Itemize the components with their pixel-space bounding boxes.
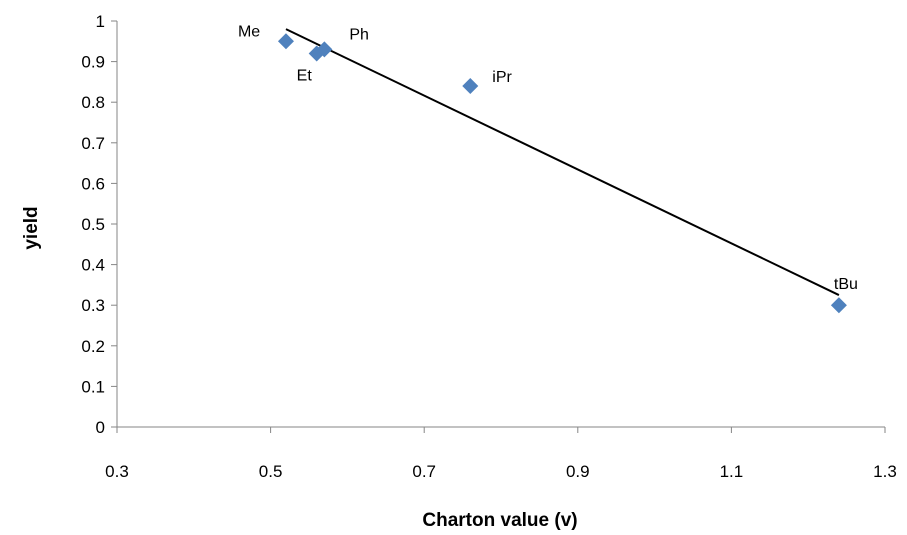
y-tick-label: 0.7: [81, 134, 105, 153]
data-point-tbu: [830, 297, 847, 314]
data-point-me: [277, 33, 294, 50]
x-axis-ticks: 0.3 0.5 0.7 0.9 1.1 1.3: [105, 427, 897, 481]
y-tick-label: 0.4: [81, 256, 105, 275]
x-tick-label: 0.3: [105, 462, 129, 481]
y-tick-label: 0.5: [81, 215, 105, 234]
y-tick-label: 0: [96, 418, 105, 437]
x-tick-label: 1.3: [873, 462, 897, 481]
x-axis-title: Charton value (v): [422, 510, 577, 531]
y-tick-label: 0.6: [81, 174, 105, 193]
y-tick-label: 0.8: [81, 93, 105, 112]
x-tick-label: 0.5: [259, 462, 283, 481]
x-tick-label: 0.7: [412, 462, 436, 481]
point-label-tbu: tBu: [834, 276, 858, 293]
data-point-ph: [316, 41, 333, 58]
point-label-ipr: iPr: [492, 69, 512, 86]
data-point-labels: Me Et Ph iPr tBu: [238, 23, 858, 293]
y-tick-label: 0.2: [81, 337, 105, 356]
y-tick-label: 0.9: [81, 53, 105, 72]
point-label-me: Me: [238, 23, 260, 40]
point-label-et: Et: [297, 67, 313, 84]
y-axis-ticks: 0 0.1 0.2 0.3 0.4 0.5 0.6 0.7 0.8 0.9 1: [81, 12, 117, 437]
x-tick-label: 1.1: [720, 462, 744, 481]
y-tick-label: 0.1: [81, 377, 105, 396]
y-axis-title: yield: [21, 206, 42, 249]
linear-trendline: [285, 28, 840, 296]
y-tick-label: 0.3: [81, 296, 105, 315]
point-label-ph: Ph: [349, 26, 369, 43]
data-point-ipr: [462, 77, 479, 94]
y-tick-label: 1: [96, 12, 105, 31]
x-tick-label: 0.9: [566, 462, 590, 481]
data-points: [277, 33, 847, 314]
